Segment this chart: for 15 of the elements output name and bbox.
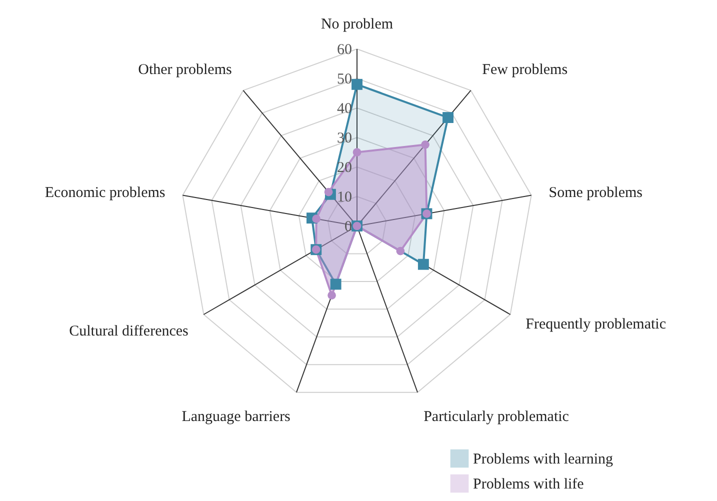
spoke-label: Economic problems <box>44 185 166 202</box>
spoke-label: Other problems <box>138 62 232 78</box>
y-tick-label: 10 <box>337 190 352 206</box>
y-tick-label: 50 <box>337 72 352 88</box>
spoke-label: Frequently problematic <box>526 316 666 332</box>
spoke-label: Few problems <box>482 62 568 78</box>
spoke-label: Particularly problematic <box>424 408 570 425</box>
legend-label: Problems with life <box>473 476 584 492</box>
y-tick-label: 60 <box>337 42 352 58</box>
y-tick-label: 20 <box>337 160 352 176</box>
spoke-label: No problem <box>320 16 394 32</box>
spoke-label: Language barriers <box>182 408 291 425</box>
spoke-label: Some problems <box>548 185 643 202</box>
spoke-label: Cultural differences <box>69 323 189 340</box>
legend-label: Problems with learning <box>473 452 614 468</box>
